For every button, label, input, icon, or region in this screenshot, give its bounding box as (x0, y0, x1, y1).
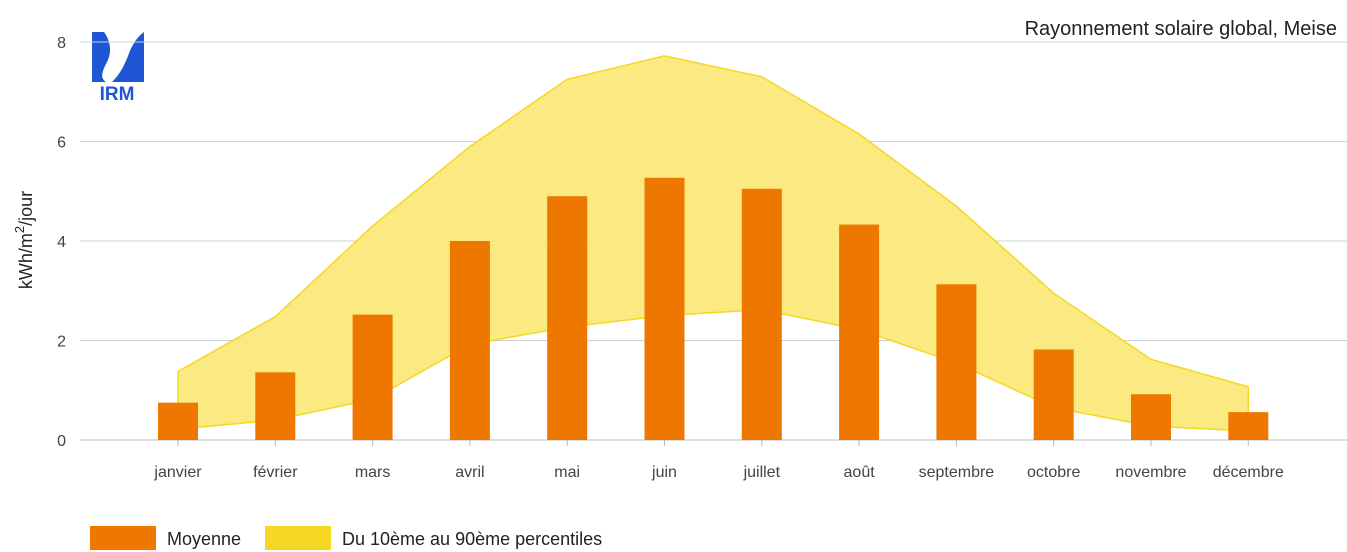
x-tick-labels: janvier février mars avril mai juin juillet aoû… (153, 440, 1284, 481)
irm-logo-mark-right (112, 32, 144, 82)
x-tick-label: février (253, 464, 298, 481)
x-tick-label: septembre (919, 464, 995, 481)
legend-label-moyenne: Moyenne (167, 529, 241, 549)
bar-janvier (158, 402, 198, 440)
legend-label-percentiles: Du 10ème au 90ème percentiles (342, 529, 602, 549)
bar-mai (547, 196, 588, 440)
irm-logo-text: IRM (100, 84, 135, 105)
y-axis-label: kWh/m2/jour (12, 191, 36, 289)
bar-novembre (1131, 394, 1171, 440)
y-tick-label: 8 (57, 35, 66, 52)
x-tick-label: janvier (153, 464, 202, 481)
legend: Moyenne Du 10ème au 90ème percentiles (90, 526, 602, 550)
percentile-upper-line (177, 55, 1249, 388)
x-tick-label: décembre (1213, 464, 1284, 481)
x-tick-label: mars (355, 464, 391, 481)
bar-octobre (1033, 349, 1074, 440)
y-axis-label-main: kWh/m (16, 233, 36, 289)
y-axis-label-unit: /jour (16, 191, 36, 226)
legend-swatch-moyenne (90, 526, 156, 550)
x-tick-label: avril (455, 464, 484, 481)
y-tick-label: 0 (57, 433, 66, 450)
x-tick-label: août (844, 464, 876, 481)
bar-juin (644, 177, 685, 440)
percentile-area (178, 55, 1249, 432)
bar-avril (449, 241, 490, 440)
y-tick-label: 2 (57, 334, 66, 351)
bar-décembre (1228, 412, 1269, 440)
irm-logo-mark (92, 32, 111, 82)
bar-mars (352, 314, 393, 440)
mean-bars (158, 177, 1269, 440)
y-axis-label-sup: 2 (12, 226, 27, 233)
percentile-band (177, 55, 1250, 432)
y-tick-label: 6 (57, 135, 66, 152)
x-tick-label: juin (651, 464, 677, 481)
bar-août (839, 224, 880, 440)
irm-logo: IRM (92, 32, 144, 105)
y-tick-labels: 0 2 4 6 8 (57, 35, 66, 450)
bar-septembre (936, 284, 977, 440)
bar-février (255, 372, 296, 440)
chart-title: Rayonnement solaire global, Meise (1025, 18, 1337, 40)
x-tick-label: octobre (1027, 464, 1080, 481)
x-tick-label: novembre (1115, 464, 1186, 481)
y-tick-label: 4 (57, 234, 66, 251)
bar-juillet (741, 188, 782, 440)
legend-swatch-percentiles (265, 526, 331, 550)
x-tick-label: mai (554, 464, 580, 481)
x-tick-label: juillet (743, 464, 781, 481)
